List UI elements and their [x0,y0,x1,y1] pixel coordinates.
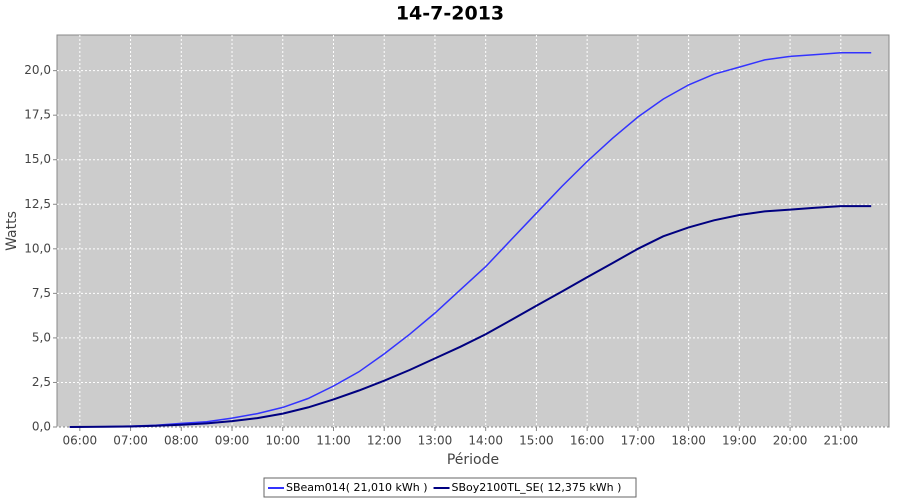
y-tick-label: 0,0 [32,420,51,434]
x-tick-label: 11:00 [316,434,351,448]
series-line [69,52,872,428]
x-tick-label: 21:00 [824,434,859,448]
x-tick-label: 06:00 [63,434,98,448]
legend-label: SBeam014( 21,010 kWh ) [286,481,428,494]
y-axis-label: Watts [4,211,20,251]
x-tick-label: 20:00 [773,434,808,448]
y-tick-label: 17,5 [24,108,51,122]
x-tick-label: 17:00 [621,434,656,448]
x-tick-label: 07:00 [113,434,148,448]
legend-label: SBoy2100TL_SE( 12,375 kWh ) [452,481,622,494]
x-tick-label: 12:00 [367,434,402,448]
y-tick-label: 12,5 [24,197,51,211]
x-tick-label: 19:00 [722,434,757,448]
x-tick-label: 09:00 [215,434,250,448]
y-tick-label: 15,0 [24,152,51,166]
y-tick-label: 5,0 [32,330,51,344]
y-tick-label: 10,0 [24,241,51,255]
y-tick-label: 7,5 [32,286,51,300]
x-axis-label: Période [447,452,499,468]
y-tick-label: 20,0 [24,63,51,77]
y-tick-label: 2,5 [32,375,51,389]
x-tick-label: 08:00 [164,434,199,448]
plot-area [56,34,890,428]
x-tick-label: 18:00 [671,434,706,448]
x-tick-label: 16:00 [570,434,605,448]
x-tick-label: 10:00 [265,434,300,448]
legend [263,477,637,498]
x-tick-label: 15:00 [519,434,554,448]
chart-title: 14-7-2013 [396,3,504,25]
series-line [69,205,872,428]
x-tick-label: 14:00 [468,434,503,448]
x-tick-label: 13:00 [418,434,453,448]
